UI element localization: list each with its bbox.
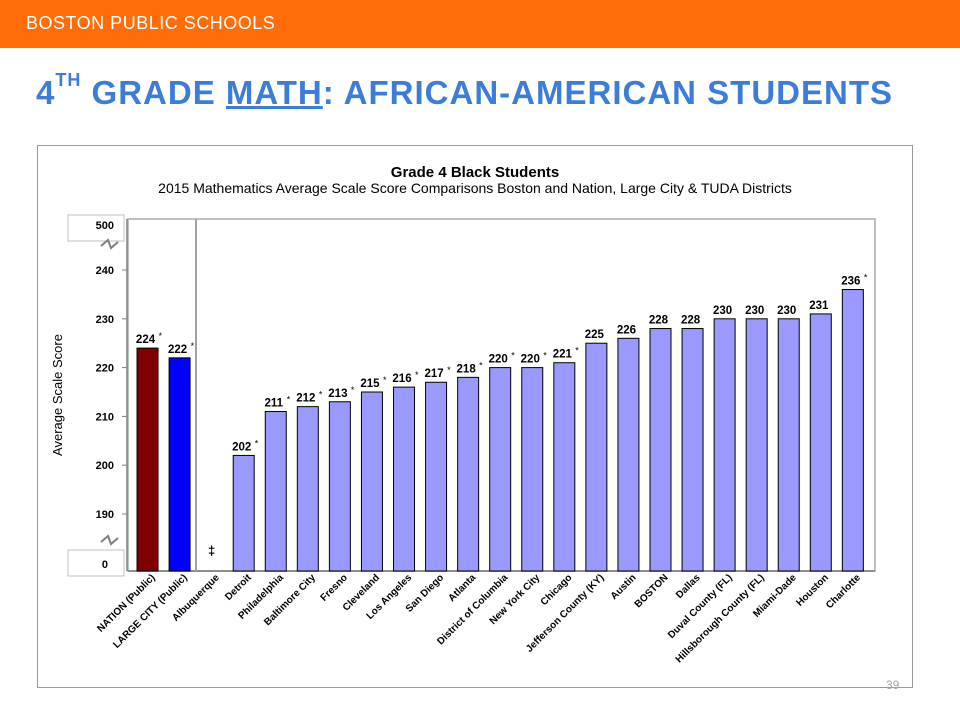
title-grade-number: 4 [36, 74, 56, 111]
title-rest: : AFRICAN-AMERICAN STUDENTS [322, 74, 893, 111]
significance-mark: * [447, 365, 451, 375]
bar [264, 411, 287, 572]
bar-value-label: 222 [168, 344, 187, 356]
significance-mark: * [543, 351, 547, 361]
y-tick-label: 190 [96, 509, 114, 521]
bar [521, 367, 544, 572]
significance-mark: * [383, 375, 387, 385]
org-name: BOSTON PUBLIC SCHOOLS [26, 13, 276, 33]
bar [585, 342, 608, 572]
significance-mark: * [351, 385, 355, 395]
bar-value-label: 216 [392, 373, 411, 385]
title-grade-word: GRADE [81, 74, 226, 111]
y-tick-label: 210 [96, 411, 114, 423]
axis-break-squiggle-top [100, 238, 119, 250]
axis-break-squiggle-bottom [100, 534, 119, 546]
bar-value-label: 202 [232, 441, 251, 453]
x-category-label: Detroit [223, 572, 254, 603]
x-category-label: NATION (Public) [95, 572, 157, 634]
significance-mark: * [864, 273, 868, 283]
axis-break-box-top [67, 214, 125, 242]
bar [681, 328, 704, 572]
significance-mark: * [479, 360, 483, 370]
y-break-label-bottom: 0 [102, 559, 108, 571]
bar-value-label: 220 [489, 354, 508, 366]
y-tick-label: 200 [96, 460, 114, 472]
bar-value-label: 217 [424, 368, 443, 380]
bar-value-label: 231 [809, 300, 829, 312]
significance-mark: * [575, 346, 579, 356]
title-subject: MATH [225, 74, 323, 111]
bar [489, 367, 512, 572]
bar [136, 347, 159, 572]
x-category-label: Charlotte [824, 572, 863, 611]
x-category-label: Atlanta [446, 572, 478, 604]
bar [296, 406, 319, 572]
significance-mark: * [319, 390, 323, 400]
bar [649, 328, 672, 572]
bar-value-label: 213 [328, 388, 347, 400]
bar-value-label: 211 [264, 398, 283, 410]
bar [232, 454, 255, 572]
bar-value-label: 218 [457, 363, 477, 375]
bar-value-label: 230 [777, 305, 796, 317]
axis-break-box-bottom [67, 549, 125, 577]
bar [713, 318, 736, 572]
x-category-label: Dallas [674, 572, 703, 601]
bar-value-label: 230 [713, 305, 732, 317]
significance-mark: * [159, 331, 163, 341]
bar [745, 318, 768, 572]
x-category-label: Austin [609, 572, 639, 602]
bar-value-label: 224 [136, 334, 156, 346]
bar-value-label: 236 [841, 276, 860, 288]
bar [393, 386, 416, 572]
y-tick-label: 230 [96, 314, 114, 326]
y-tick-label: 240 [96, 265, 114, 277]
bar [360, 391, 383, 572]
title-ordinal-suffix: TH [55, 70, 82, 90]
bar-value-label: 226 [617, 324, 636, 336]
bar-value-label: 212 [296, 393, 315, 405]
bar-value-label: 221 [553, 349, 573, 361]
x-category-label: BOSTON [633, 572, 671, 610]
chart-title: Grade 4 Black Students [391, 164, 559, 181]
bar [425, 381, 448, 572]
bar-value-label: 230 [745, 305, 764, 317]
bar [328, 401, 351, 572]
chart-panel: Grade 4 Black Students 2015 Mathematics A… [37, 145, 913, 688]
bar [553, 362, 576, 572]
bar-value-label: 215 [360, 378, 380, 390]
significance-mark: * [255, 438, 259, 448]
bar [809, 313, 832, 572]
bar [617, 337, 640, 572]
significance-mark: * [287, 395, 291, 405]
bar-value-label: 220 [521, 354, 540, 366]
not-reported-mark: ‡ [208, 543, 215, 558]
bar-value-label: 228 [681, 315, 701, 327]
bar-value-label: 228 [649, 315, 669, 327]
bar [777, 318, 800, 572]
y-axis-label: Average Scale Score [50, 334, 65, 456]
header-bar: BOSTON PUBLIC SCHOOLS [0, 0, 960, 48]
significance-mark: * [511, 351, 515, 361]
significance-mark: * [415, 370, 419, 380]
bar [457, 376, 480, 572]
bar [168, 357, 191, 572]
y-tick-label: 220 [96, 363, 114, 375]
page-title: 4TH GRADE MATH: AFRICAN-AMERICAN STUDENT… [36, 70, 893, 112]
significance-mark: * [191, 341, 195, 351]
y-break-label-top: 500 [96, 220, 114, 232]
slide-number: 39 [886, 678, 900, 692]
x-category-label: Fresno [319, 572, 350, 603]
bar-value-label: 225 [585, 329, 605, 341]
bar [841, 289, 864, 572]
chart-subtitle: 2015 Mathematics Average Scale Score Com… [158, 180, 792, 196]
